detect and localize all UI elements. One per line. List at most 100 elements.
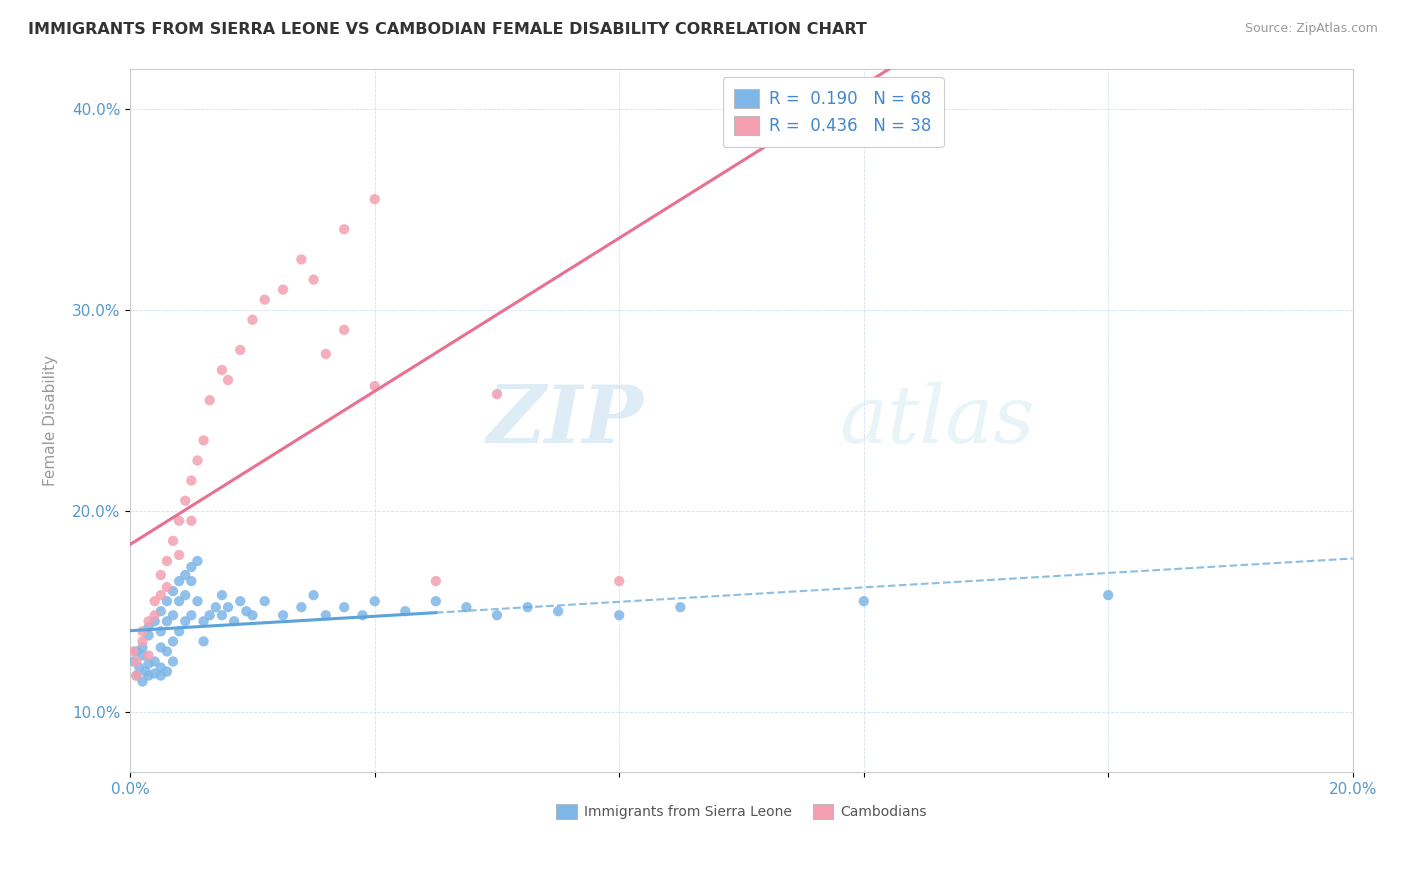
- Point: [180, 514, 202, 528]
- Point: [149, 568, 172, 582]
- Point: [186, 554, 208, 568]
- Text: atlas: atlas: [839, 382, 1035, 459]
- Text: Source: ZipAtlas.com: Source: ZipAtlas.com: [1244, 22, 1378, 36]
- Point: [156, 594, 179, 608]
- Point: [162, 584, 184, 599]
- Legend: Immigrants from Sierra Leone, Cambodians: Immigrants from Sierra Leone, Cambodians: [551, 798, 932, 825]
- Point: [125, 668, 148, 682]
- Point: [229, 343, 252, 357]
- Point: [333, 323, 356, 337]
- Point: [352, 608, 374, 623]
- Point: [186, 453, 208, 467]
- Point: [131, 648, 153, 663]
- Point: [394, 604, 416, 618]
- Point: [167, 574, 190, 588]
- Point: [229, 594, 252, 608]
- Point: [290, 600, 312, 615]
- Point: [852, 594, 875, 608]
- Point: [425, 594, 447, 608]
- Point: [138, 668, 160, 682]
- Point: [198, 608, 221, 623]
- Text: IMMIGRANTS FROM SIERRA LEONE VS CAMBODIAN FEMALE DISABILITY CORRELATION CHART: IMMIGRANTS FROM SIERRA LEONE VS CAMBODIA…: [28, 22, 868, 37]
- Point: [138, 615, 160, 629]
- Point: [315, 608, 337, 623]
- Point: [143, 666, 166, 681]
- Point: [425, 574, 447, 588]
- Point: [547, 604, 569, 618]
- Point: [125, 655, 148, 669]
- Point: [242, 312, 264, 326]
- Point: [333, 222, 356, 236]
- Point: [211, 363, 233, 377]
- Point: [271, 608, 294, 623]
- Point: [198, 393, 221, 408]
- Point: [167, 594, 190, 608]
- Point: [138, 628, 160, 642]
- Point: [516, 600, 538, 615]
- Point: [193, 634, 215, 648]
- Point: [143, 608, 166, 623]
- Point: [186, 594, 208, 608]
- Point: [180, 608, 202, 623]
- Point: [485, 608, 508, 623]
- Point: [125, 668, 148, 682]
- Point: [149, 660, 172, 674]
- Point: [253, 594, 276, 608]
- Point: [138, 620, 160, 634]
- Point: [204, 600, 226, 615]
- Point: [162, 608, 184, 623]
- Point: [364, 379, 387, 393]
- Point: [162, 533, 184, 548]
- Point: [211, 608, 233, 623]
- Point: [174, 568, 197, 582]
- Point: [1097, 588, 1119, 602]
- Point: [156, 644, 179, 658]
- Point: [193, 434, 215, 448]
- Point: [174, 588, 197, 602]
- Point: [333, 600, 356, 615]
- Point: [174, 493, 197, 508]
- Point: [138, 648, 160, 663]
- Point: [217, 600, 239, 615]
- Y-axis label: Female Disability: Female Disability: [44, 355, 58, 486]
- Point: [167, 548, 190, 562]
- Point: [149, 640, 172, 655]
- Point: [253, 293, 276, 307]
- Point: [143, 615, 166, 629]
- Point: [193, 615, 215, 629]
- Point: [122, 644, 145, 658]
- Point: [607, 608, 630, 623]
- Point: [669, 600, 692, 615]
- Point: [131, 624, 153, 639]
- Point: [180, 574, 202, 588]
- Point: [302, 588, 325, 602]
- Point: [607, 574, 630, 588]
- Point: [162, 634, 184, 648]
- Point: [242, 608, 264, 623]
- Point: [271, 283, 294, 297]
- Point: [315, 347, 337, 361]
- Point: [122, 655, 145, 669]
- Point: [134, 665, 156, 679]
- Point: [131, 634, 153, 648]
- Point: [290, 252, 312, 267]
- Point: [302, 272, 325, 286]
- Point: [131, 640, 153, 655]
- Point: [180, 474, 202, 488]
- Point: [138, 657, 160, 671]
- Point: [235, 604, 257, 618]
- Point: [143, 594, 166, 608]
- Point: [156, 580, 179, 594]
- Point: [149, 624, 172, 639]
- Point: [217, 373, 239, 387]
- Point: [180, 560, 202, 574]
- Point: [167, 624, 190, 639]
- Text: ZIP: ZIP: [486, 382, 644, 459]
- Point: [143, 655, 166, 669]
- Point: [456, 600, 478, 615]
- Point: [174, 615, 197, 629]
- Point: [156, 554, 179, 568]
- Point: [128, 660, 150, 674]
- Point: [364, 192, 387, 206]
- Point: [131, 674, 153, 689]
